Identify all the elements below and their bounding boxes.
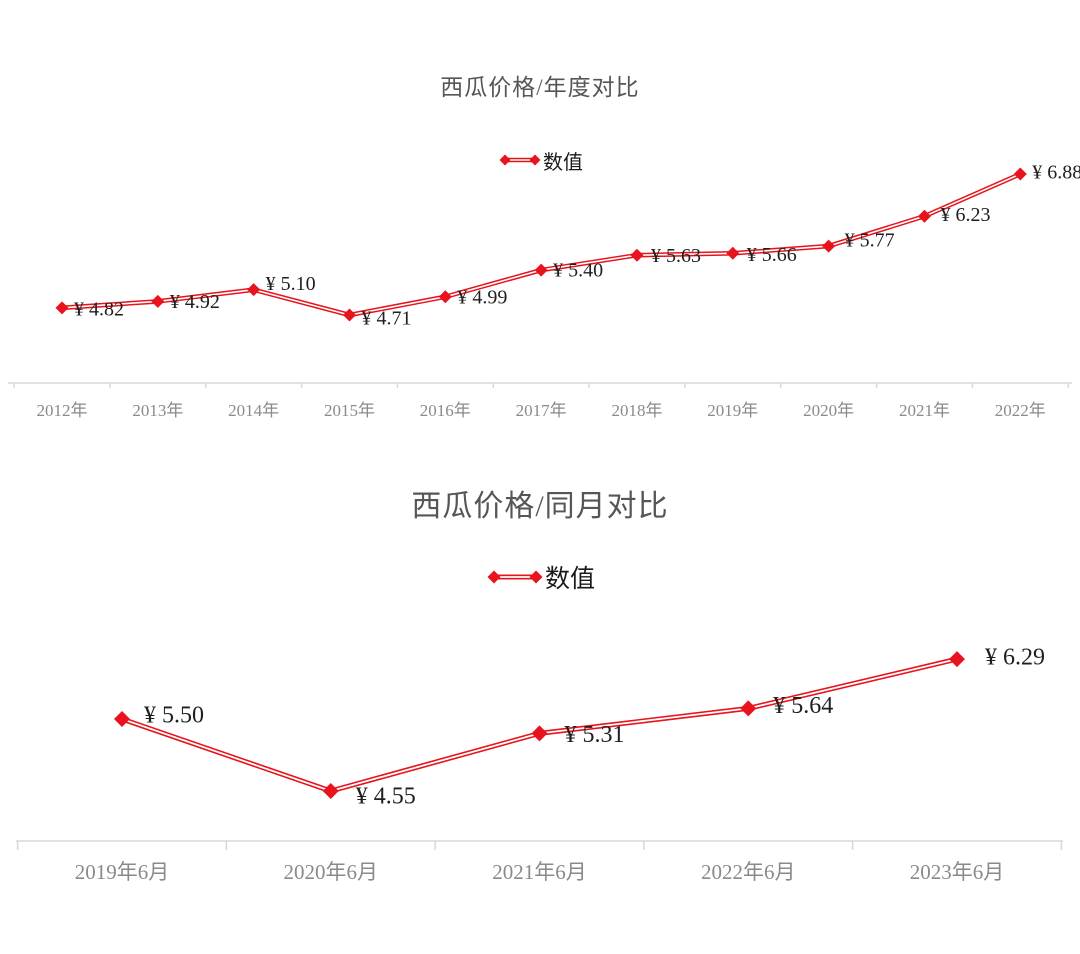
data-point-marker (917, 209, 931, 223)
data-point-marker (1013, 167, 1027, 181)
data-point-label: ¥ 5.64 (773, 693, 833, 719)
data-point-label: ¥ 4.99 (457, 286, 507, 308)
data-point-label: ¥ 5.66 (747, 244, 797, 266)
data-point-label: ¥ 5.63 (651, 245, 701, 267)
data-point-label: ¥ 6.23 (940, 204, 990, 226)
data-point-label: ¥ 5.10 (266, 273, 316, 295)
data-point-label: ¥ 5.31 (565, 722, 625, 748)
data-point-label: ¥ 5.40 (553, 260, 603, 282)
data-point-label: ¥ 4.92 (170, 291, 220, 313)
data-point-marker (55, 301, 69, 315)
data-point-marker (247, 283, 261, 297)
legend-label: 数值 (543, 151, 583, 174)
data-point-label: ¥ 4.55 (356, 784, 416, 810)
price-line-core (121, 658, 958, 792)
data-point-marker (531, 725, 548, 742)
data-point-label: ¥ 4.71 (361, 308, 411, 330)
legend-line-marker-icon (487, 570, 543, 584)
data-point-marker (949, 651, 965, 668)
data-point-label: ¥ 6.29 (985, 645, 1045, 671)
data-point-marker (822, 239, 836, 253)
data-point-label: ¥ 6.88 (1032, 162, 1080, 184)
data-point-marker (342, 308, 356, 322)
data-point-marker (114, 710, 130, 727)
price-line (119, 656, 960, 794)
data-point-marker (630, 248, 644, 262)
data-point-marker (151, 294, 165, 308)
data-point-marker (534, 263, 548, 277)
data-point-marker (726, 246, 740, 260)
chart-legend-yearly: 数值 (0, 147, 1080, 174)
chart-title-monthly: 西瓜价格/同月对比 (411, 490, 669, 523)
data-point-label: ¥ 5.50 (144, 702, 204, 728)
data-point-marker (438, 290, 452, 304)
legend-line-marker-icon (499, 154, 541, 166)
data-point-marker (322, 783, 339, 799)
data-point-label: ¥ 5.77 (845, 230, 895, 252)
chart-title-yearly: 西瓜价格/年度对比 (440, 75, 640, 100)
chart-legend-monthly: 数值 (0, 562, 1080, 593)
data-point-marker (740, 700, 757, 717)
data-point-label: ¥ 4.82 (74, 298, 124, 320)
legend-label: 数值 (544, 566, 595, 593)
